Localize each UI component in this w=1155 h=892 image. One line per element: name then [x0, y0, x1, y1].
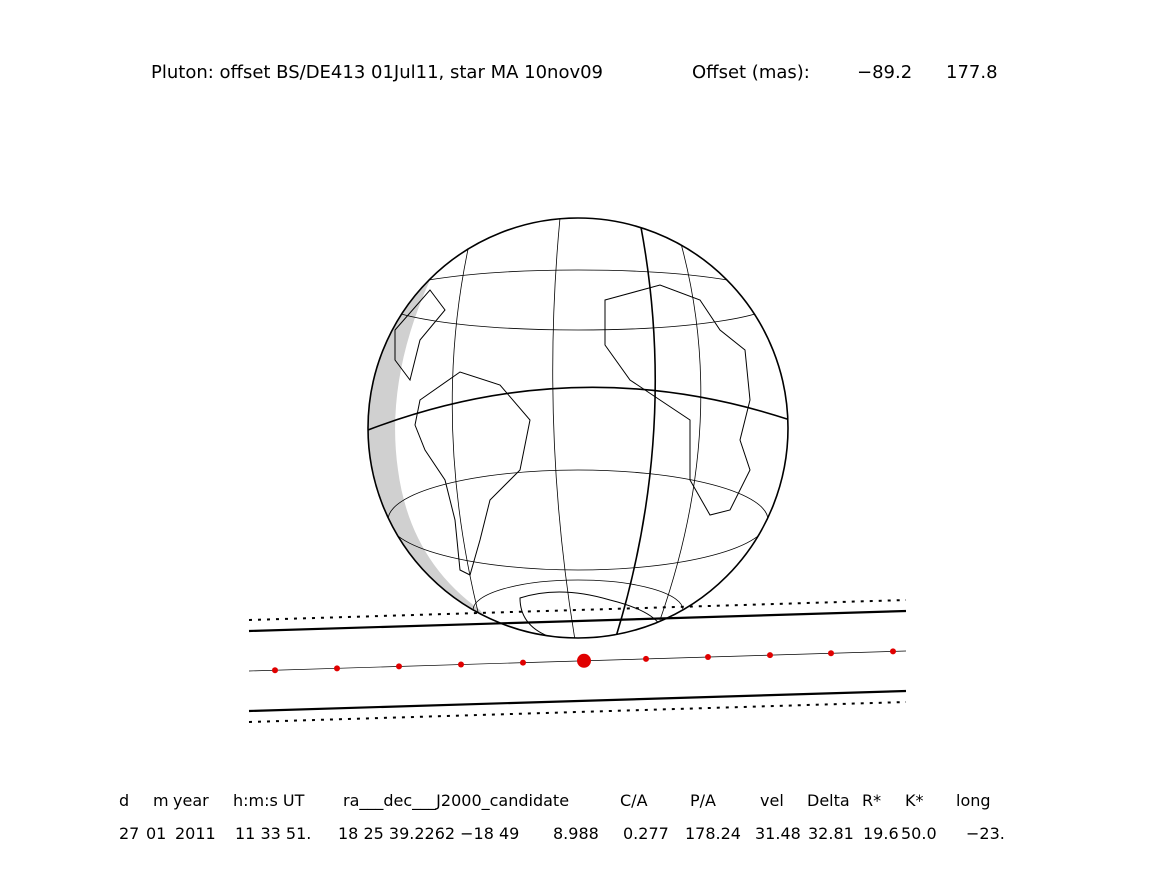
path-point: [334, 665, 340, 672]
table-header: K*: [905, 791, 924, 810]
path-point: [890, 648, 896, 655]
table-header: d: [119, 791, 129, 810]
path-point: [767, 652, 773, 659]
table-header: ra___dec___J2000_candidate: [343, 791, 569, 811]
table-value: 178.24: [685, 824, 741, 843]
table-value: 19.6: [863, 824, 899, 843]
table-value: 01: [146, 824, 166, 843]
table-header: Delta: [807, 791, 850, 810]
path-point: [577, 653, 591, 668]
path-point: [272, 667, 278, 674]
table-header: h:m:s UT: [233, 791, 305, 810]
table-header: R*: [862, 791, 881, 810]
table-value: 0.277: [623, 824, 669, 843]
path-point: [643, 655, 649, 662]
ephemeris-table: d m year h:m:s UT ra___dec___J2000_candidate…: [119, 791, 1005, 843]
table-value: 18 25 39.2262 −18 49: [338, 824, 519, 843]
offset-label: Offset (mas):: [692, 62, 810, 83]
offset-value: 177.8: [946, 62, 998, 83]
table-header: long: [956, 791, 991, 810]
table-header: year: [173, 791, 209, 810]
table-header: C/A: [620, 791, 648, 810]
table-value: 2011: [175, 824, 216, 843]
offset-value: −89.2: [857, 62, 912, 83]
path-point: [828, 650, 834, 657]
table-value: 50.0: [901, 824, 937, 843]
path-point: [705, 654, 711, 661]
table-value: 11 33 51.: [235, 824, 311, 843]
path-point: [520, 659, 526, 666]
table-header: m: [153, 791, 169, 810]
table-value: −23.: [966, 824, 1005, 843]
table-value: 27: [119, 824, 139, 843]
path-points: [272, 648, 896, 674]
table-header: P/A: [690, 791, 716, 810]
table-header: vel: [760, 791, 784, 810]
table-value: 32.81: [808, 824, 854, 843]
title: Pluton: offset BS/DE413 01Jul11, star MA…: [151, 62, 603, 83]
globe: [367, 217, 789, 639]
path-point: [458, 661, 464, 668]
path-point: [396, 663, 402, 670]
table-value: 31.48: [755, 824, 801, 843]
table-value: 8.988: [553, 824, 599, 843]
